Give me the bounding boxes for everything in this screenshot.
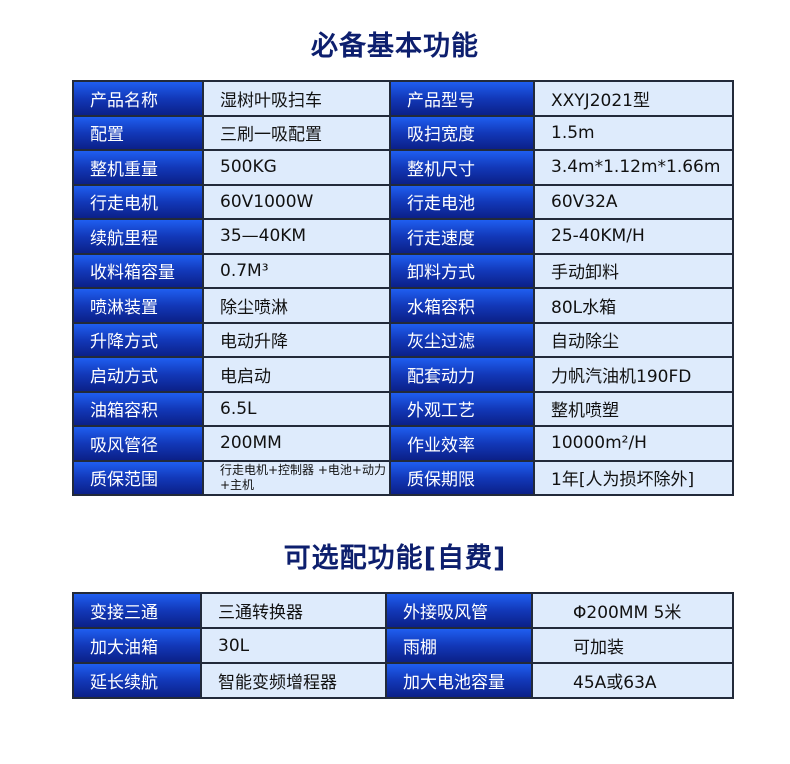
spec-value: 6.5L	[202, 390, 391, 427]
spec-value: 力帆汽油机190FD	[533, 356, 734, 393]
spec-label: 水箱容积	[389, 287, 535, 324]
spec-label: 产品名称	[72, 80, 204, 117]
spec-label: 吸风管径	[72, 425, 204, 462]
spec-value: 3.4m*1.12m*1.66m	[533, 149, 734, 186]
spec-value: 1年[人为损坏除外]	[533, 459, 734, 496]
table-row: 变接三通 三通转换器 外接吸风管 Φ200MM 5米	[72, 592, 734, 629]
spec-value: 10000m²/H	[533, 425, 734, 462]
spec-value: 智能变频增程器	[200, 662, 387, 699]
table-row: 喷淋装置 除尘喷淋 水箱容积 80L水箱	[72, 287, 734, 324]
spec-label: 质保范围	[72, 459, 204, 496]
table-row: 收料箱容量 0.7M³ 卸料方式 手动卸料	[72, 252, 734, 289]
spec-label: 收料箱容量	[72, 252, 204, 289]
spec-value: 60V1000W	[202, 183, 391, 220]
table-row: 质保范围 行走电机+控制器 +电池+动力+主机 质保期限 1年[人为损坏除外]	[72, 459, 734, 496]
optional-spec-table: 变接三通 三通转换器 外接吸风管 Φ200MM 5米 加大油箱 30L 雨棚 可加装 延长续航智…	[72, 592, 734, 699]
spec-label: 行走电池	[389, 183, 535, 220]
table-row: 整机重量 500KG 整机尺寸 3.4m*1.12m*1.66m	[72, 149, 734, 186]
spec-label: 卸料方式	[389, 252, 535, 289]
spec-value: 可加装	[531, 627, 734, 664]
spec-label: 启动方式	[72, 356, 204, 393]
spec-value: 湿树叶吸扫车	[202, 80, 391, 117]
spec-value: 25-40KM/H	[533, 218, 734, 255]
spec-label: 吸扫宽度	[389, 114, 535, 151]
spec-label: 雨棚	[385, 627, 533, 664]
spec-label: 行走速度	[389, 218, 535, 255]
spec-value: 除尘喷淋	[202, 287, 391, 324]
spec-value: 60V32A	[533, 183, 734, 220]
spec-label: 配套动力	[389, 356, 535, 393]
table-row: 加大油箱 30L 雨棚 可加装	[72, 627, 734, 664]
spec-label: 变接三通	[72, 592, 202, 629]
spec-label: 整机尺寸	[389, 149, 535, 186]
table-row: 延长续航 智能变频增程器 加大电池容量 45A或63A	[72, 662, 734, 699]
optional-section-title: 可选配功能[自费]	[283, 543, 507, 574]
spec-value: 自动除尘	[533, 321, 734, 358]
spec-label: 加大油箱	[72, 627, 202, 664]
spec-value: Φ200MM 5米	[531, 592, 734, 629]
spec-label: 灰尘过滤	[389, 321, 535, 358]
spec-label: 喷淋装置	[72, 287, 204, 324]
spec-value: 80L水箱	[533, 287, 734, 324]
table-row: 续航里程 35—40KM 行走速度 25-40KM/H	[72, 218, 734, 255]
table-row: 产品名称 湿树叶吸扫车 产品型号 XXYJ2021型	[72, 80, 734, 117]
table-row: 油箱容积 6.5L 外观工艺 整机喷塑	[72, 390, 734, 427]
spec-label: 外观工艺	[389, 390, 535, 427]
spec-label: 升降方式	[72, 321, 204, 358]
spec-value: 三刷一吸配置	[202, 114, 391, 151]
spec-label: 续航里程	[72, 218, 204, 255]
spec-label: 油箱容积	[72, 390, 204, 427]
spec-value: 500KG	[202, 149, 391, 186]
table-row: 启动方式 电启动 配套动力 力帆汽油机190FD	[72, 356, 734, 393]
spec-value: 行走电机+控制器 +电池+动力+主机	[202, 459, 391, 496]
spec-value: 30L	[200, 627, 387, 664]
basic-section-title: 必备基本功能	[311, 31, 479, 62]
spec-value: 35—40KM	[202, 218, 391, 255]
spec-label: 行走电机	[72, 183, 204, 220]
spec-label: 延长续航	[72, 662, 202, 699]
spec-label: 质保期限	[389, 459, 535, 496]
table-row: 吸风管径 200MM 作业效率 10000m²/H	[72, 425, 734, 462]
spec-label: 加大电池容量	[385, 662, 533, 699]
spec-value: 45A或63A	[531, 662, 734, 699]
table-row: 行走电机 60V1000W 行走电池 60V32A	[72, 183, 734, 220]
basic-spec-table: 产品名称 湿树叶吸扫车 产品型号 XXYJ2021型 配置 三刷一吸配置 吸扫宽度 1.5m 整…	[72, 80, 734, 496]
table-row: 配置 三刷一吸配置 吸扫宽度 1.5m	[72, 114, 734, 151]
spec-value: 电启动	[202, 356, 391, 393]
spec-value: 1.5m	[533, 114, 734, 151]
spec-value: 电动升降	[202, 321, 391, 358]
spec-label: 产品型号	[389, 80, 535, 117]
spec-label: 整机重量	[72, 149, 204, 186]
spec-value: XXYJ2021型	[533, 80, 734, 117]
spec-label: 作业效率	[389, 425, 535, 462]
table-row: 升降方式 电动升降 灰尘过滤 自动除尘	[72, 321, 734, 358]
spec-value: 三通转换器	[200, 592, 387, 629]
spec-label: 配置	[72, 114, 204, 151]
spec-value: 手动卸料	[533, 252, 734, 289]
spec-label: 外接吸风管	[385, 592, 533, 629]
spec-value: 0.7M³	[202, 252, 391, 289]
spec-value: 200MM	[202, 425, 391, 462]
spec-value: 整机喷塑	[533, 390, 734, 427]
